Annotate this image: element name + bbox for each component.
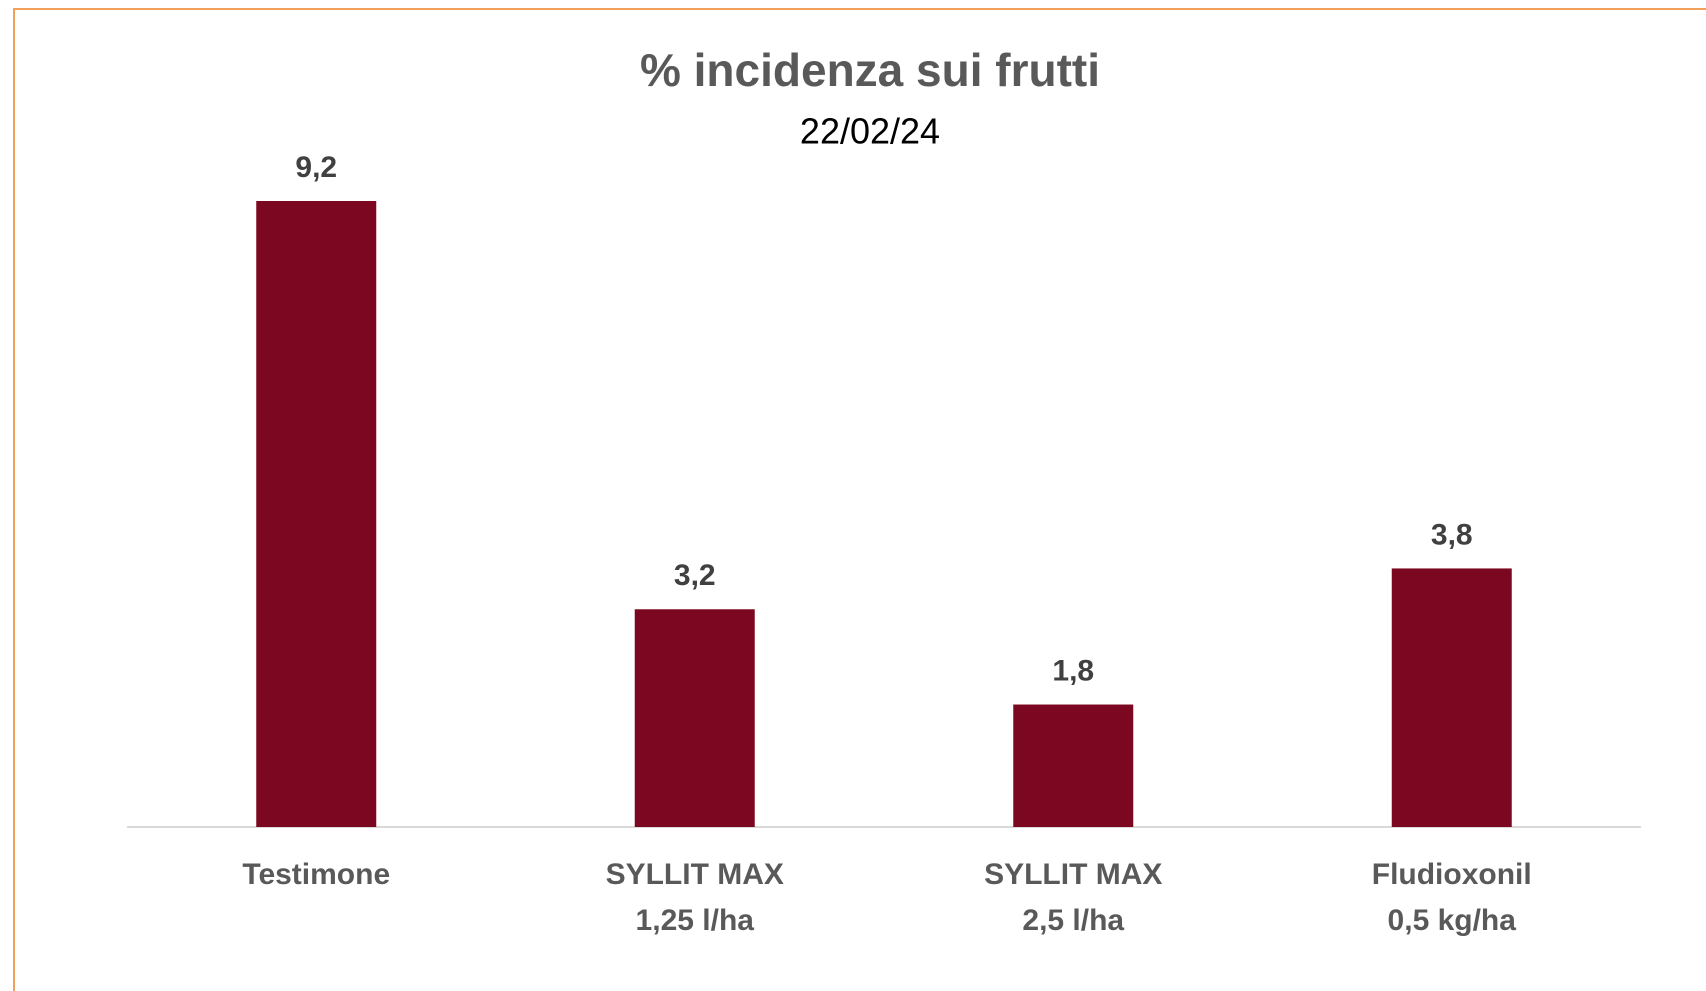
x-tick-label: SYLLIT MAX	[606, 858, 784, 891]
x-tick-label: Fludioxonil	[1372, 858, 1532, 891]
data-label: 1,8	[1052, 654, 1094, 687]
bar	[1391, 568, 1512, 827]
x-tick-label: 2,5 l/ha	[1022, 904, 1124, 937]
data-label: 3,2	[674, 559, 716, 592]
x-tick-label: 0,5 kg/ha	[1388, 904, 1517, 937]
chart-subtitle: 22/02/24	[800, 111, 940, 152]
data-label: 3,8	[1431, 518, 1473, 551]
x-tick-label: 1,25 l/ha	[636, 904, 755, 937]
bar	[634, 609, 755, 827]
frame	[13, 8, 1706, 991]
x-tick-label: Testimone	[242, 858, 390, 891]
chart-title: % incidenza sui frutti	[640, 44, 1100, 96]
bar	[1013, 704, 1134, 827]
bar	[256, 201, 377, 827]
x-tick-label: SYLLIT MAX	[984, 858, 1162, 891]
data-label: 9,2	[295, 151, 337, 184]
